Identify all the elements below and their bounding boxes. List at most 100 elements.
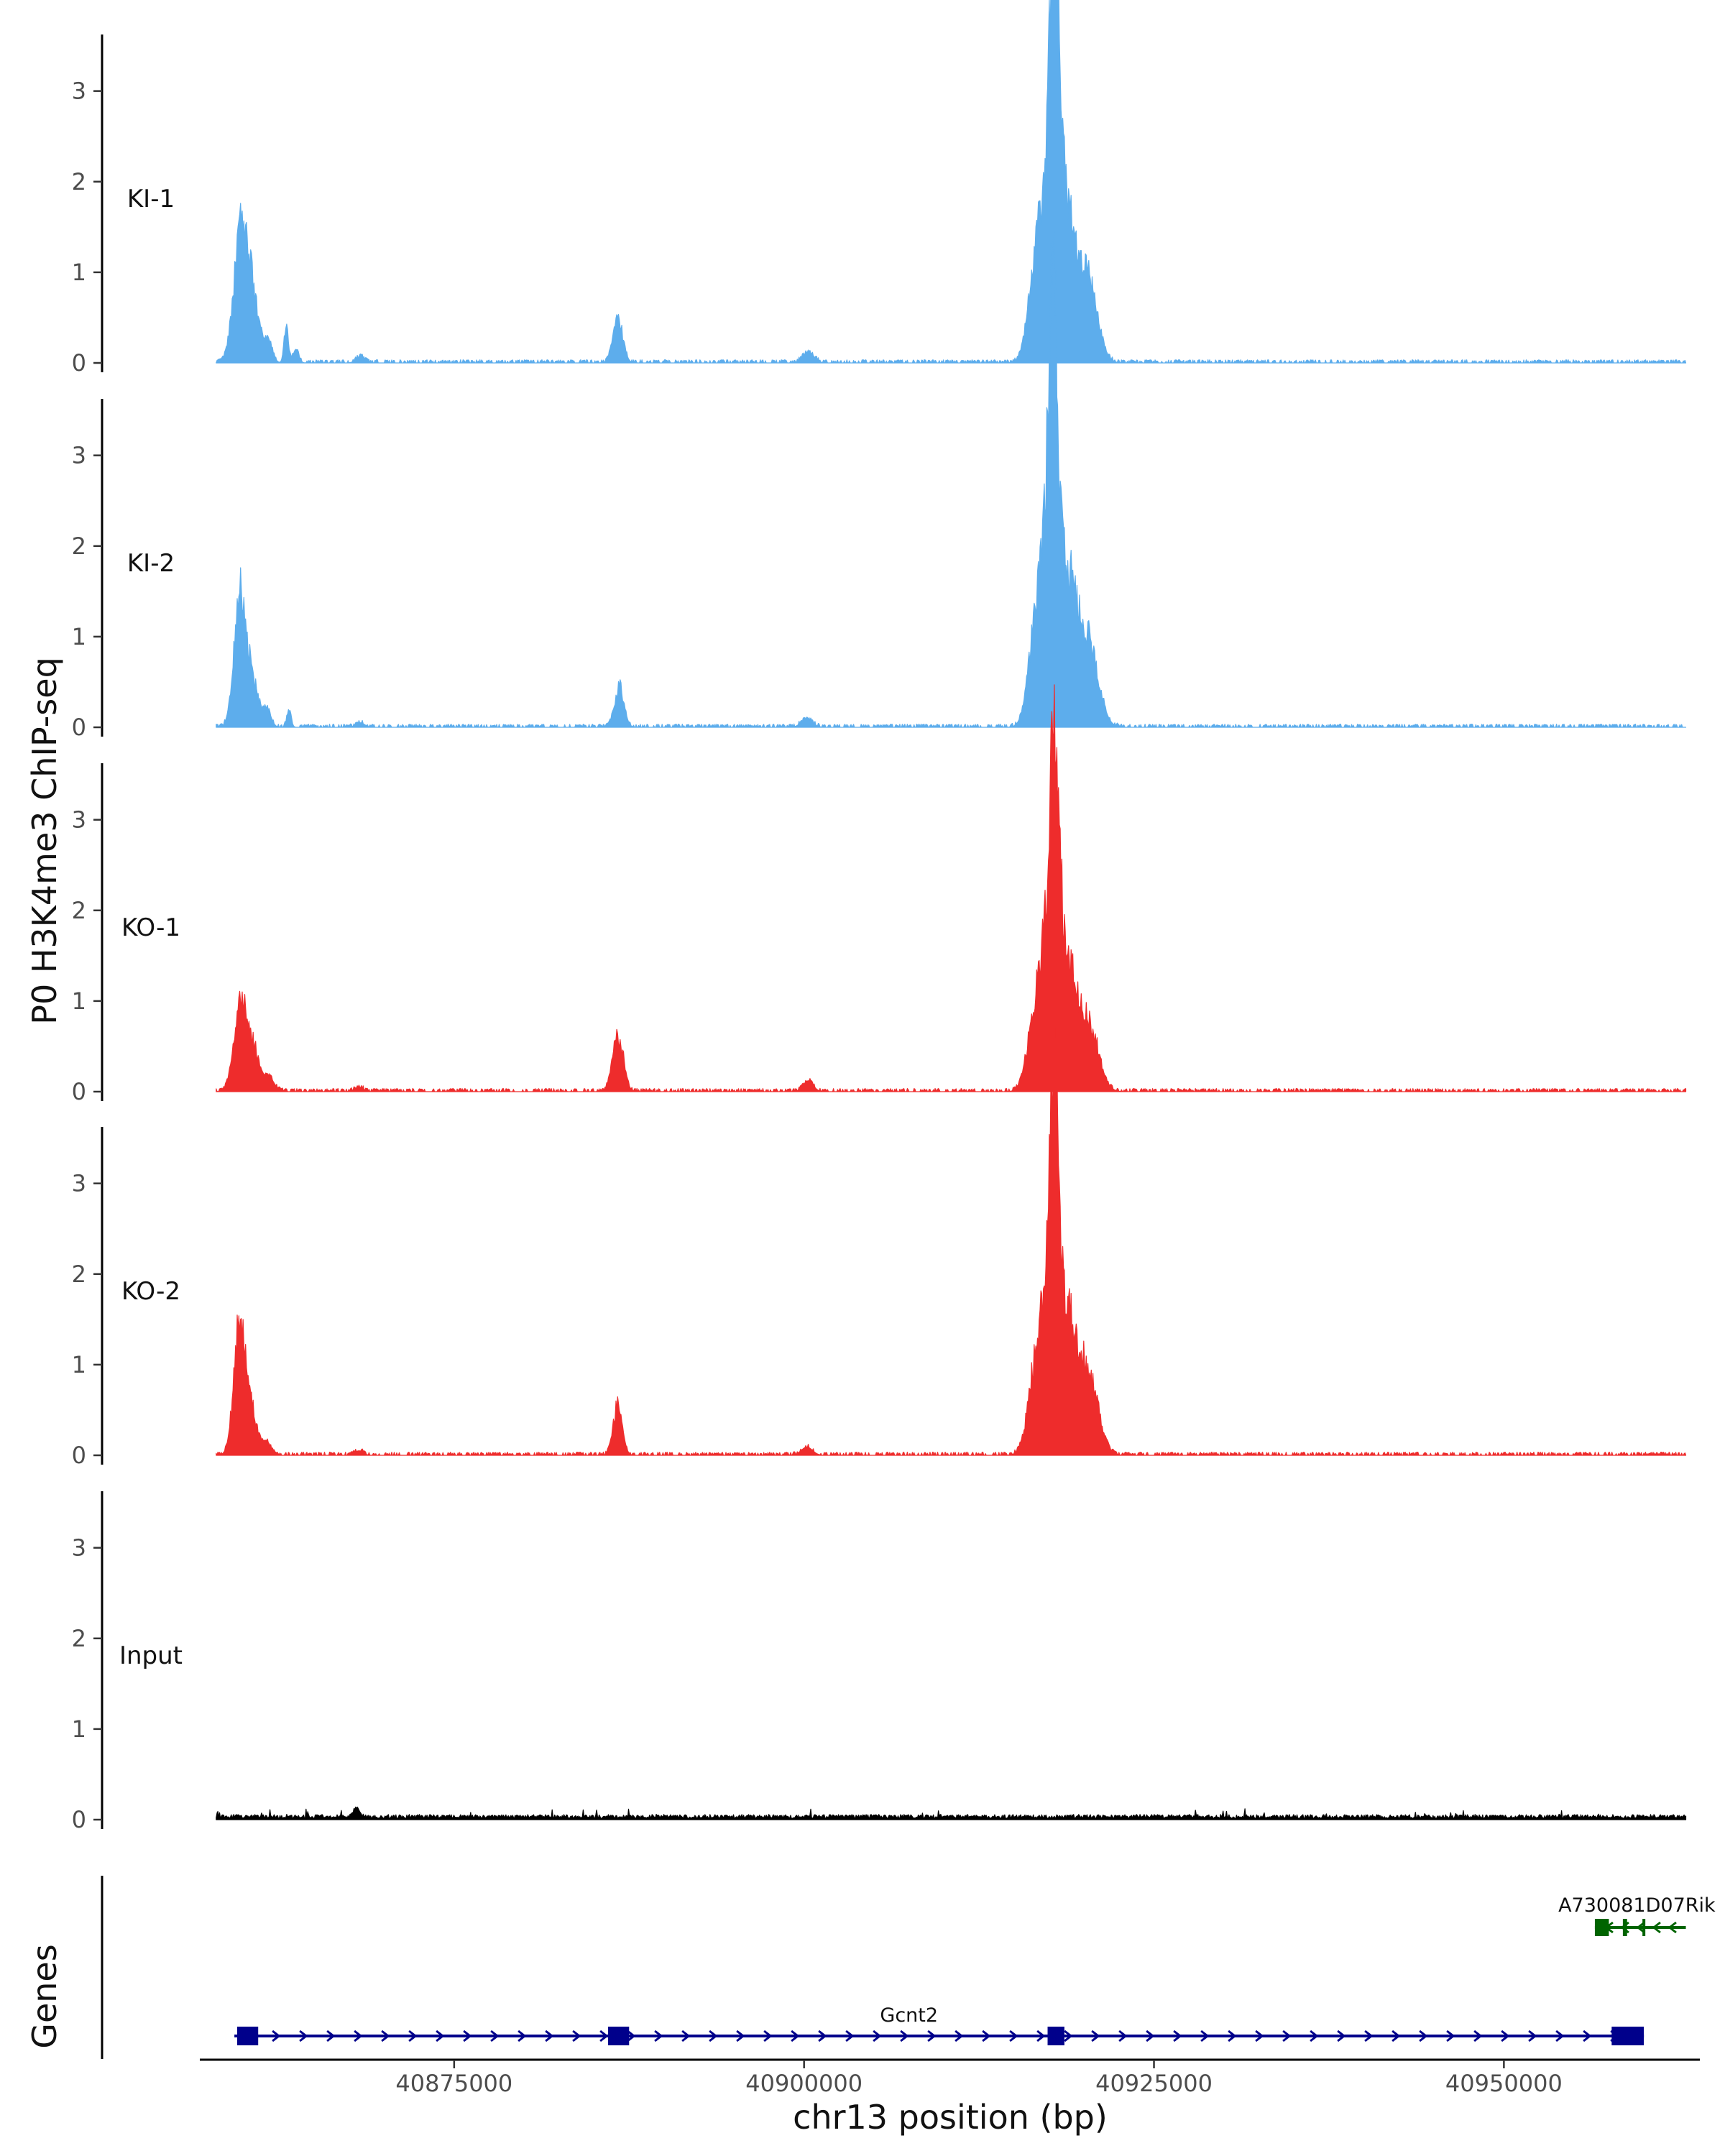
strand-chevron (736, 2030, 745, 2042)
x-tick-label: 40875000 (395, 2070, 512, 2097)
exon (1047, 2027, 1064, 2045)
strand-chevron (873, 2030, 882, 2042)
strand-chevron (954, 2030, 964, 2042)
signal-area (216, 1018, 1687, 1456)
y-tick-label: 2 (72, 897, 86, 924)
strand-chevron (1364, 2030, 1374, 2042)
gene-name-label: A730081D07Rik (1558, 1894, 1716, 1917)
track-ko-1: 0 1 2 3 KO-1 (72, 684, 1687, 1105)
strand-chevron (1255, 2030, 1264, 2042)
gene-a730081d07rik: A730081D07Rik (1558, 1894, 1716, 1936)
strand-chevron (1419, 2030, 1428, 2042)
x-axis-title: chr13 position (bp) (793, 2098, 1108, 2137)
y-tick-label: 3 (72, 1534, 86, 1562)
strand-chevron (1501, 2030, 1510, 2042)
strand-chevron (1310, 2030, 1319, 2042)
exon (237, 2027, 259, 2045)
strand-chevron (818, 2030, 827, 2042)
strand-chevron (490, 2030, 500, 2042)
track-ki-1: 0 1 2 3 KI-1 (72, 0, 1687, 377)
exon (1622, 1919, 1627, 1936)
strand-chevron (1392, 2030, 1401, 2042)
strand-chevron (326, 2030, 336, 2042)
y-tick-label: 2 (72, 168, 86, 195)
strand-chevron (354, 2030, 363, 2042)
strand-chevron (763, 2030, 773, 2042)
strand-chevron (1228, 2030, 1237, 2042)
strand-chevron (518, 2030, 527, 2042)
strand-chevron (982, 2030, 991, 2042)
strand-chevron (272, 2030, 281, 2042)
y-tick-label: 3 (72, 1170, 86, 1197)
strand-chevron (1652, 1921, 1661, 1934)
strand-chevron (463, 2030, 472, 2042)
strand-chevron (1446, 2030, 1455, 2042)
strand-chevron (1200, 2030, 1210, 2042)
y-tick-label: 1 (72, 623, 86, 650)
strand-chevron (1528, 2030, 1537, 2042)
strand-chevron (1118, 2030, 1128, 2042)
track-label: KO-2 (121, 1277, 180, 1306)
strand-chevron (1009, 2030, 1018, 2042)
tracks-layer: 0 1 2 3 KI-1 0 1 2 3 KI-2 0 1 2 3 KO-1 0 1 2 3 KO-2 0 1 2 3 Inpu… (72, 0, 1687, 1833)
strand-chevron (408, 2030, 418, 2042)
strand-chevron (1282, 2030, 1292, 2042)
y-tick-label: 3 (72, 806, 86, 834)
y-tick-label: 1 (72, 987, 86, 1015)
strand-chevron (845, 2030, 855, 2042)
strand-chevron (1091, 2030, 1100, 2042)
y-tick-label: 0 (72, 714, 86, 741)
strand-chevron (1636, 1921, 1645, 1934)
y-tick-label: 0 (72, 1806, 86, 1833)
y-tick-label: 1 (72, 1351, 86, 1378)
strand-chevron (381, 2030, 390, 2042)
genes-layer: Gcnt2 A730081D07Rik (101, 1876, 1716, 2059)
x-axis: 40875000 40900000 40925000 40950000 (200, 2058, 1700, 2097)
strand-chevron (1173, 2030, 1182, 2042)
strand-chevron (436, 2030, 445, 2042)
exon (1611, 2027, 1644, 2045)
signal-area (216, 230, 1687, 728)
track-input: 0 1 2 3 Input (72, 1491, 1687, 1833)
y-tick-label: 0 (72, 1078, 86, 1105)
strand-chevron (627, 2030, 636, 2042)
strand-chevron (1036, 2030, 1046, 2042)
genes-axis-title: Genes (25, 1944, 64, 2048)
y-tick-label: 2 (72, 1261, 86, 1288)
track-label: Input (119, 1641, 183, 1670)
strand-chevron (1668, 1921, 1677, 1934)
gene-gcnt2: Gcnt2 (234, 2004, 1644, 2045)
y-tick-label: 3 (72, 442, 86, 469)
y-tick-label: 2 (72, 533, 86, 560)
exon (1594, 1919, 1609, 1936)
signal-area (216, 684, 1687, 1092)
y-tick-label: 1 (72, 1715, 86, 1743)
track-label: KI-1 (127, 185, 175, 213)
strand-chevron (572, 2030, 581, 2042)
y-tick-label: 1 (72, 259, 86, 286)
strand-chevron (900, 2030, 909, 2042)
strand-chevron (545, 2030, 554, 2042)
strand-chevron (1337, 2030, 1346, 2042)
strand-chevron (654, 2030, 663, 2042)
y-axis-title: P0 H3K4me3 ChIP-seq (25, 657, 64, 1025)
x-tick-label: 40925000 (1095, 2070, 1213, 2097)
strand-chevron (1555, 2030, 1565, 2042)
strand-chevron (1064, 2030, 1073, 2042)
x-tick-label: 40950000 (1445, 2070, 1563, 2097)
strand-chevron (791, 2030, 800, 2042)
track-label: KO-1 (121, 913, 180, 942)
exon (1642, 1919, 1646, 1936)
strand-chevron (1473, 2030, 1483, 2042)
strand-chevron (709, 2030, 718, 2042)
strand-chevron (927, 2030, 937, 2042)
track-label: KI-2 (127, 549, 175, 578)
y-tick-label: 0 (72, 1442, 86, 1469)
signal-area (216, 0, 1687, 364)
exon (608, 2027, 630, 2045)
track-ko-2: 0 1 2 3 KO-2 (72, 1018, 1687, 1469)
y-tick-label: 3 (72, 78, 86, 105)
strand-chevron (599, 2030, 609, 2042)
x-tick-label: 40900000 (745, 2070, 862, 2097)
